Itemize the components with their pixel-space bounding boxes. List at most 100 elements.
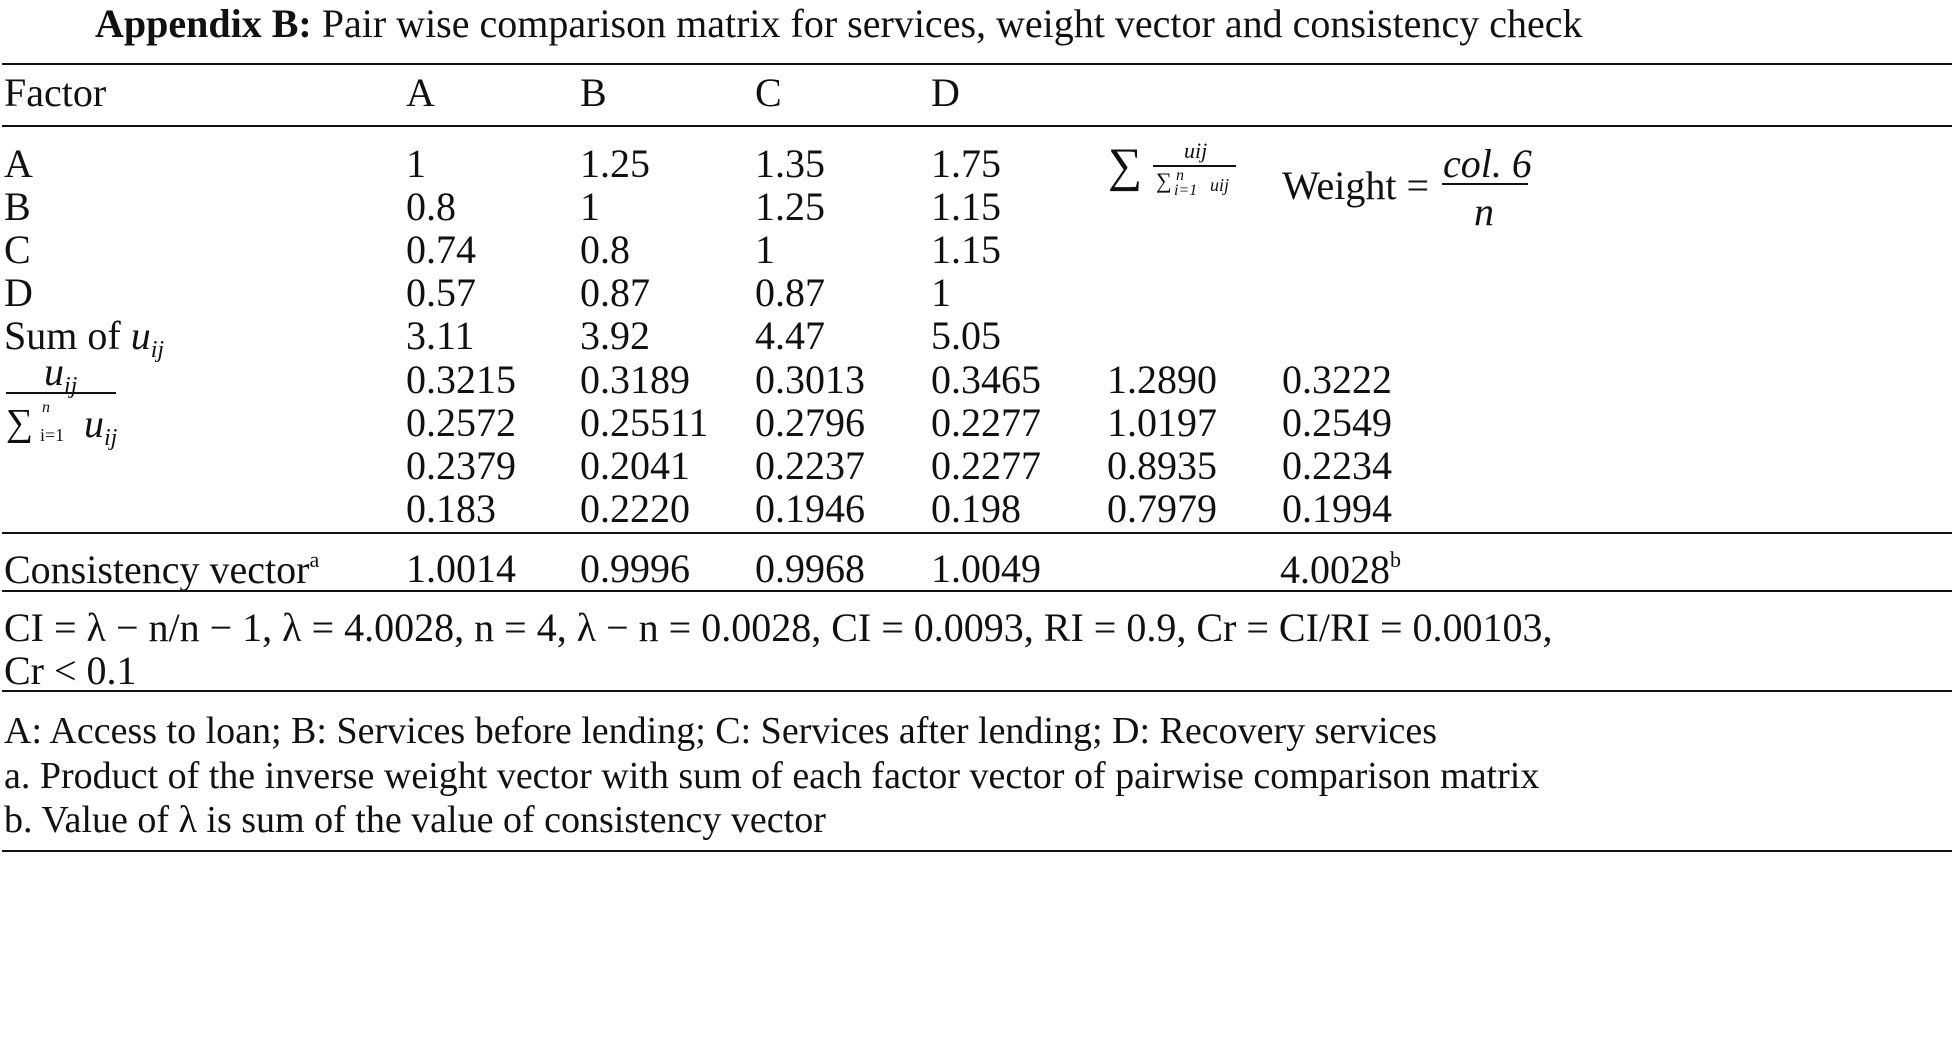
- table-cell: 3.92: [580, 313, 650, 358]
- table-cell: 1: [931, 270, 951, 315]
- weight-cell: 0.2549: [1282, 400, 1392, 445]
- table-cell: 0.198: [931, 486, 1021, 531]
- norm-fraction-bar: [6, 392, 116, 394]
- table-cell: 1: [406, 141, 426, 186]
- weight-cell: 0.1994: [1282, 486, 1392, 531]
- table-cell: 4.47: [755, 313, 825, 358]
- col5-fraction-bar: [1153, 165, 1236, 167]
- row-label: C: [4, 227, 31, 272]
- norm-den-limit: i=1: [40, 425, 65, 445]
- table-cell: 1.75: [931, 141, 1001, 186]
- footnote-legend: A: Access to loan; B: Services before le…: [4, 710, 1438, 752]
- table-cell: 1.15: [931, 227, 1001, 272]
- consistency-bottom-rule: [2, 590, 1952, 592]
- table-cell: 1.0014: [406, 546, 516, 591]
- table-cell: 0.183: [406, 486, 496, 531]
- sum-row-var-sub: ij: [150, 337, 165, 363]
- table-cell: 1.35: [755, 141, 825, 186]
- table-cell: 0.87: [580, 270, 650, 315]
- table-cell: 1.15: [931, 184, 1001, 229]
- col5-numerator: uij: [1184, 138, 1208, 163]
- row-label: B: [4, 184, 31, 229]
- weight-numerator: col. 6: [1443, 141, 1532, 186]
- table-cell: 0.2041: [580, 443, 690, 488]
- consistency-label: Consistency vectora: [4, 549, 319, 590]
- table-caption: Pair wise comparison matrix for services…: [321, 1, 1583, 46]
- weight-cell: 0.2234: [1282, 443, 1392, 488]
- footnote-bottom-rule: [2, 850, 1952, 852]
- table-cell: 1: [580, 184, 600, 229]
- table-cell: 0.2220: [580, 486, 690, 531]
- top-rule: [2, 63, 1952, 65]
- footnote-b: b. Value of λ is sum of the value of con…: [4, 799, 826, 841]
- header-col-d: D: [931, 70, 960, 115]
- table-cell: 0.9996: [580, 546, 690, 591]
- table-cell: 0.25511: [580, 400, 709, 445]
- ci-line-1: CI = λ − n/n − 1, λ = 4.0028, n = 4, λ −…: [4, 605, 1553, 650]
- table-cell: 0.1946: [755, 486, 865, 531]
- norm-num-u: u: [44, 349, 64, 394]
- sigma-symbol: ∑: [1108, 139, 1143, 192]
- ci-line-2: Cr < 0.1: [4, 648, 137, 693]
- norm-den-u: u: [84, 401, 104, 446]
- table-cell: 0.87: [755, 270, 825, 315]
- table-cell: 1.25: [580, 141, 650, 186]
- weight-denominator: n: [1474, 189, 1494, 234]
- table-cell: 0.8: [406, 184, 456, 229]
- table-cell: 0.3215: [406, 357, 516, 402]
- ci-bottom-rule: [2, 690, 1952, 692]
- table-cell: 3.11: [406, 313, 475, 358]
- footnote-a: a. Product of the inverse weight vector …: [4, 755, 1540, 797]
- table-cell: 5.05: [931, 313, 1001, 358]
- row-sum-cell: 0.8935: [1107, 443, 1217, 488]
- weight-label: Weight =: [1282, 163, 1430, 208]
- table-cell: 0.74: [406, 227, 476, 272]
- header-factor: Factor: [4, 70, 107, 115]
- table-cell: 0.3189: [580, 357, 690, 402]
- table-cell: 0.2237: [755, 443, 865, 488]
- col5-den-var: uij: [1210, 175, 1230, 195]
- footnote-marker-b: b: [1390, 547, 1401, 572]
- table-cell: 1.25: [755, 184, 825, 229]
- col5-den-sigma: ∑: [1156, 168, 1172, 193]
- footnote-marker-a: a: [309, 547, 320, 572]
- sum-row-label: Sum of uij: [4, 313, 165, 363]
- table-cell: 0.8: [580, 227, 630, 272]
- lambda-value: 4.0028b: [1280, 549, 1401, 590]
- header-col-a: A: [406, 70, 435, 115]
- row-label: A: [4, 141, 33, 186]
- col5-den-limit: i=1: [1174, 182, 1198, 199]
- table-cell: 0.2572: [406, 400, 516, 445]
- table-title: Appendix B: Pair wise comparison matrix …: [95, 4, 1582, 44]
- row-label: D: [4, 270, 33, 315]
- table-cell: 0.2277: [931, 443, 1041, 488]
- sum-row-text: Sum of: [4, 313, 121, 358]
- header-col-c: C: [755, 70, 782, 115]
- table-cell: 0.2277: [931, 400, 1041, 445]
- header-rule: [2, 125, 1952, 127]
- weight-fraction-bar: [1442, 183, 1528, 185]
- norm-den-var: uij: [84, 401, 118, 451]
- row-sum-cell: 1.0197: [1107, 400, 1217, 445]
- norm-den-sigma: ∑: [6, 402, 34, 444]
- col5-den-upper: n: [1176, 167, 1184, 184]
- table-cell: 0.9968: [755, 546, 865, 591]
- norm-den-upper: n: [42, 399, 50, 416]
- table-cell: 0.3465: [931, 357, 1041, 402]
- consistency-label-text: Consistency vector: [4, 547, 310, 592]
- row-sum-cell: 0.7979: [1107, 486, 1217, 531]
- weight-cell: 0.3222: [1282, 357, 1392, 402]
- table-cell: 0.3013: [755, 357, 865, 402]
- norm-den-sub: ij: [104, 425, 118, 451]
- table-cell: 0.57: [406, 270, 476, 315]
- lambda-number: 4.0028: [1280, 547, 1390, 592]
- norm-num-sub: ij: [64, 373, 78, 399]
- matrix-bottom-rule: [2, 532, 1952, 534]
- row-sum-cell: 1.2890: [1107, 357, 1217, 402]
- table-cell: 1: [755, 227, 775, 272]
- table-cell: 0.2796: [755, 400, 865, 445]
- table-cell: 1.0049: [931, 546, 1041, 591]
- sum-row-var: u: [130, 313, 151, 358]
- header-col-b: B: [580, 70, 607, 115]
- table-cell: 0.2379: [406, 443, 516, 488]
